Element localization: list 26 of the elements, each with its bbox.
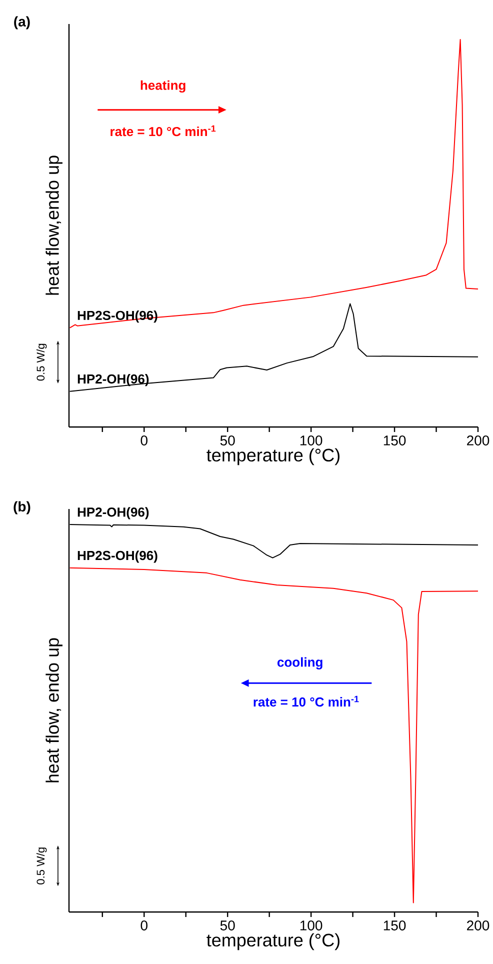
x-tick-label: 50 xyxy=(220,920,235,930)
x-tick-label: 200 xyxy=(467,436,490,446)
x-tick-label: 150 xyxy=(384,920,406,930)
series-label: HP2S-OH(96) xyxy=(78,550,158,563)
chart-title: (a) xyxy=(14,16,30,30)
legend-label: HP2-OH(96) xyxy=(78,374,149,386)
x-tick-label: 200 xyxy=(467,920,490,930)
chart-title: (b) xyxy=(14,501,30,514)
annotation: cooling xyxy=(277,657,322,670)
series-label: HP2-OH(96) xyxy=(78,507,149,520)
annotation: rate = 10 °C min$^{-1}$ xyxy=(254,696,359,707)
y-axis-title: heat flow, endo up xyxy=(46,638,62,782)
x-tick-label: 50 xyxy=(220,436,235,446)
x-tick-label: 150 xyxy=(384,436,406,446)
x-tick-label: 100 xyxy=(300,436,322,446)
x-tick-label: 100 xyxy=(300,920,322,930)
x-axis-title: temperature (°C) xyxy=(206,933,340,950)
x-tick-label: 0 xyxy=(140,436,148,446)
y-axis-title: heat flow,endo up xyxy=(46,156,62,295)
text: 0.5 W/g xyxy=(36,344,47,381)
x-tick-label: 0 xyxy=(140,920,148,930)
x-axis-title: temperature (°C) xyxy=(206,448,340,466)
text: 0.5 W/g xyxy=(36,848,47,884)
series-label: HP2S-OH(96) xyxy=(78,310,158,323)
annotation: rate = 10 °C min$^{-1}$ xyxy=(110,125,216,136)
annotation: heating xyxy=(140,80,186,93)
